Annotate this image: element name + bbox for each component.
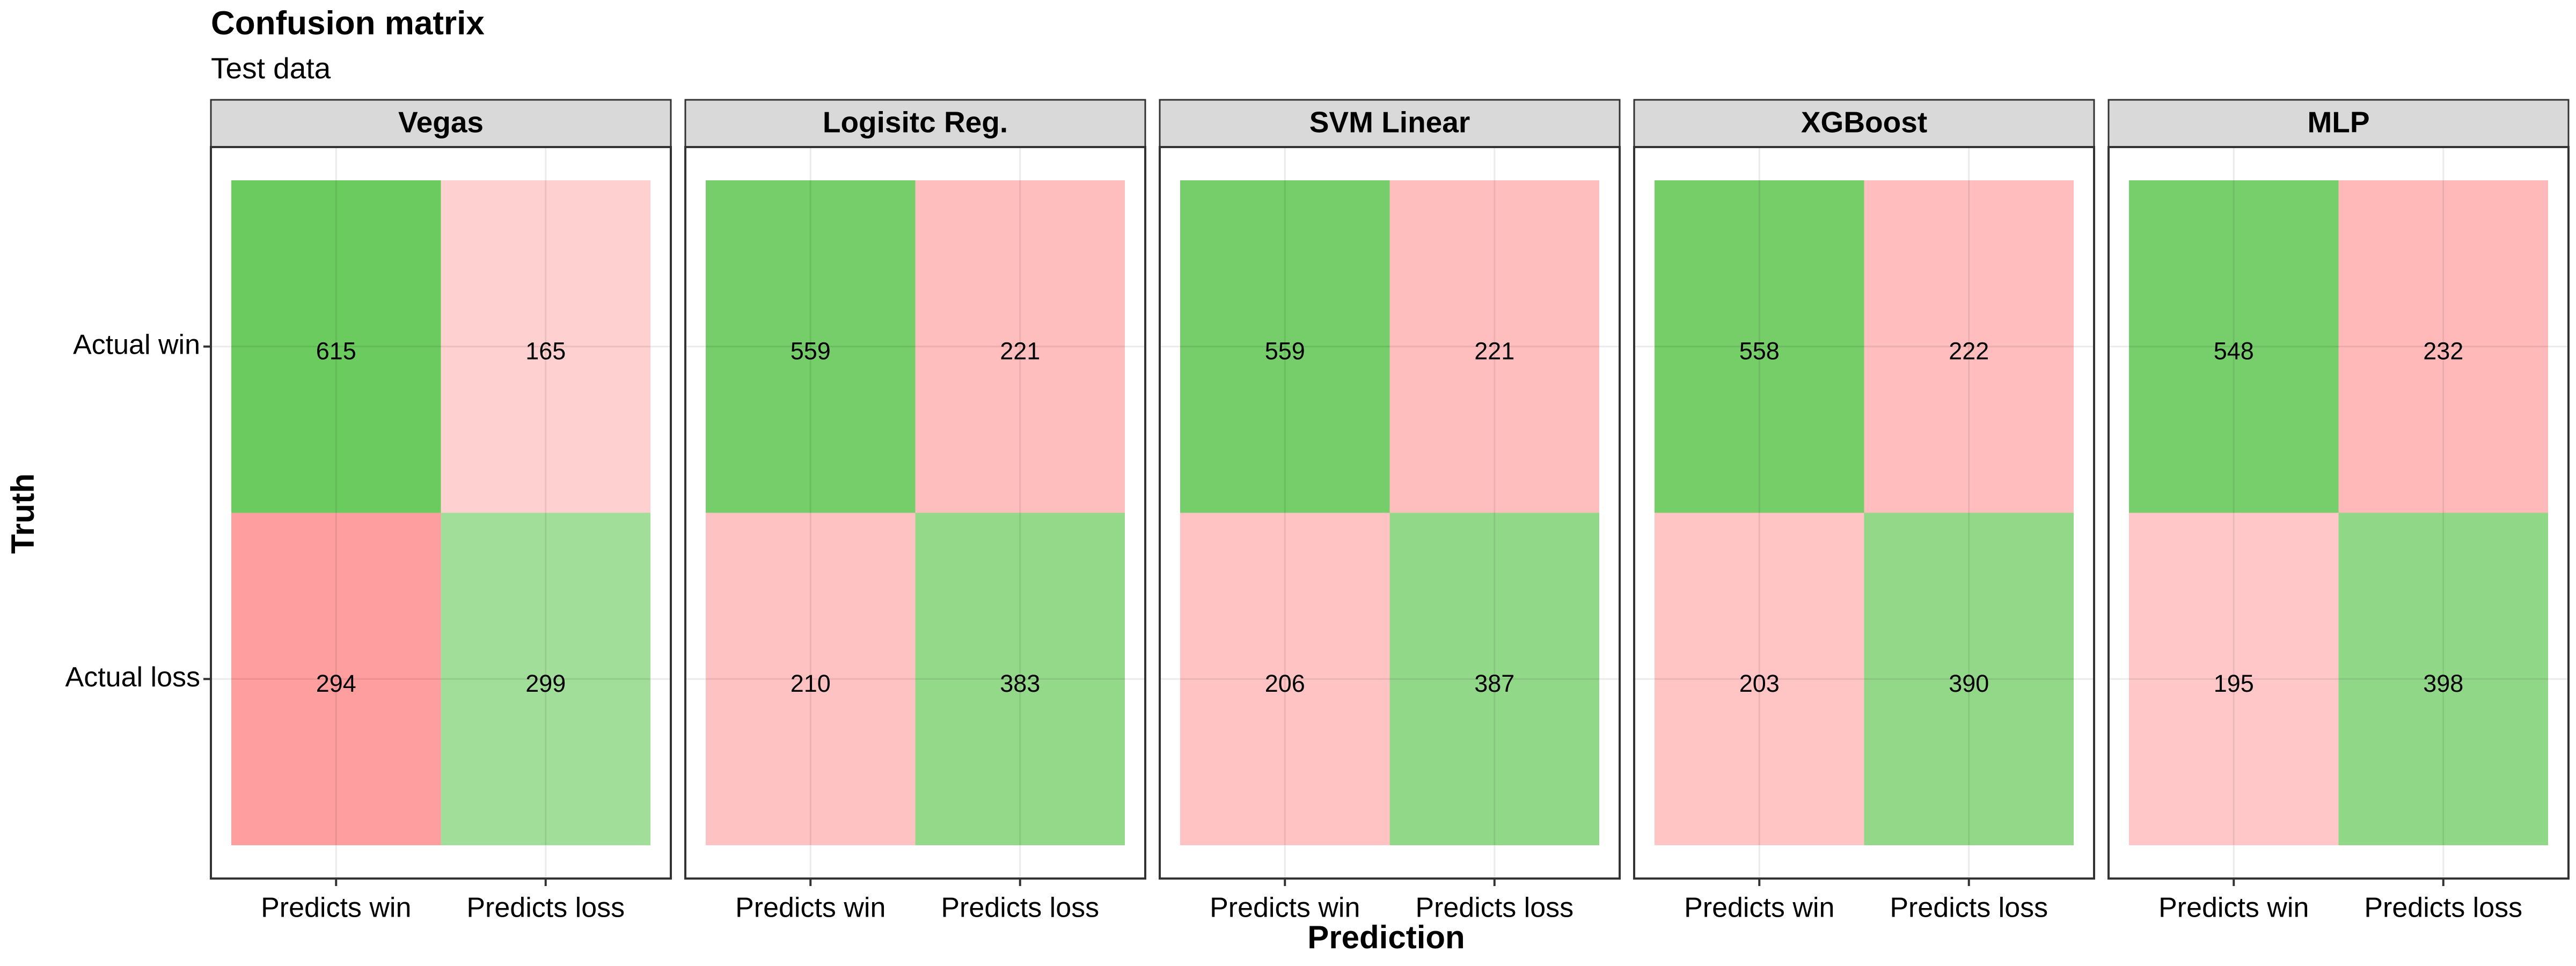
x-tick-label: Predicts loss <box>2364 892 2522 924</box>
x-tick-label: Predicts win <box>735 892 885 924</box>
chart-subtitle: Test data <box>211 52 331 85</box>
x-tick-label: Predicts win <box>1210 892 1360 924</box>
facet-strip-label: XGBoost <box>1801 106 1927 139</box>
cell-value-label: 210 <box>791 670 831 697</box>
panel-border <box>1159 146 1621 880</box>
x-tick-label: Predicts win <box>261 892 411 924</box>
error-cell <box>2338 180 2548 513</box>
correct-cell <box>231 180 441 513</box>
x-tick-label: Predicts loss <box>466 892 625 924</box>
correct-cell <box>2338 513 2548 845</box>
error-cell <box>1389 180 1599 513</box>
panel-border <box>210 146 672 880</box>
facet-strip-label: Logisitc Reg. <box>823 106 1008 139</box>
facet-strip <box>1159 99 1621 148</box>
cell-value-label: 221 <box>1474 338 1514 365</box>
panel-4: XGBoost 558 222 203 390 Predicts win Predicts … <box>1633 99 2095 924</box>
correct-cell <box>706 180 916 513</box>
x-tick-label: Predicts loss <box>941 892 1099 924</box>
cell-value-label: 294 <box>316 670 356 697</box>
facet-panels: Actual win Actual loss Vegas 615 165 294 299 Pr… <box>65 99 2570 924</box>
cell-value-label: 206 <box>1265 670 1305 697</box>
cell-value-label: 299 <box>525 670 566 697</box>
x-tick-label: Predicts win <box>2158 892 2309 924</box>
cell-value-label: 221 <box>1000 338 1040 365</box>
facet-strip <box>210 99 672 148</box>
panel-5: MLP 548 232 195 398 Predicts win Predicts loss <box>2107 99 2570 924</box>
x-tick-label: Predicts loss <box>1890 892 2048 924</box>
panel-border <box>684 146 1146 880</box>
y-tick-label: Actual win <box>73 329 200 360</box>
error-cell <box>915 180 1125 513</box>
correct-cell <box>1389 513 1599 845</box>
cell-value-label: 558 <box>1739 338 1780 365</box>
correct-cell <box>2129 180 2339 513</box>
x-axis-title: Prediction <box>1307 919 1465 955</box>
correct-cell <box>1864 513 2074 845</box>
facet-strip <box>2107 99 2570 148</box>
cell-value-label: 387 <box>1474 670 1514 697</box>
cell-value-label: 398 <box>2423 670 2463 697</box>
cell-value-label: 559 <box>1265 338 1305 365</box>
x-tick-label: Predicts loss <box>1415 892 1574 924</box>
cell-value-label: 203 <box>1739 670 1780 697</box>
cell-value-label: 559 <box>791 338 831 365</box>
correct-cell <box>915 513 1125 845</box>
panel-border <box>2107 146 2570 880</box>
facet-strip <box>684 99 1146 148</box>
cell-value-label: 195 <box>2214 670 2254 697</box>
panel-2: Logisitc Reg. 559 221 210 383 Predicts win Pre… <box>684 99 1146 924</box>
cell-value-label: 232 <box>2423 338 2463 365</box>
cell-value-label: 383 <box>1000 670 1040 697</box>
panel-3: SVM Linear 559 221 206 387 Predicts win Predic… <box>1159 99 1621 924</box>
error-cell <box>2129 513 2339 845</box>
error-cell <box>1655 513 1864 845</box>
x-tick-label: Predicts win <box>1684 892 1834 924</box>
error-cell <box>1864 180 2074 513</box>
chart-title: Confusion matrix <box>211 5 485 42</box>
correct-cell <box>1180 180 1390 513</box>
facet-strip <box>1633 99 2095 148</box>
correct-cell <box>441 513 650 845</box>
cell-value-label: 615 <box>316 338 356 365</box>
correct-cell <box>1655 180 1864 513</box>
error-cell <box>706 513 916 845</box>
panel-border <box>1633 146 2095 880</box>
y-axis-title: Truth <box>5 473 41 554</box>
cell-value-label: 222 <box>1949 338 1989 365</box>
error-cell <box>1180 513 1390 845</box>
error-cell <box>231 513 441 845</box>
panel-1: Vegas 615 165 294 299 Predicts win Predicts lo… <box>210 99 672 924</box>
facet-strip-label: SVM Linear <box>1309 106 1470 139</box>
cell-value-label: 390 <box>1949 670 1989 697</box>
cell-value-label: 548 <box>2214 338 2254 365</box>
facet-strip-label: MLP <box>2307 106 2369 139</box>
cell-value-label: 165 <box>525 338 566 365</box>
error-cell <box>441 180 650 513</box>
facet-strip-label: Vegas <box>398 106 484 139</box>
y-tick-label: Actual loss <box>65 662 200 693</box>
